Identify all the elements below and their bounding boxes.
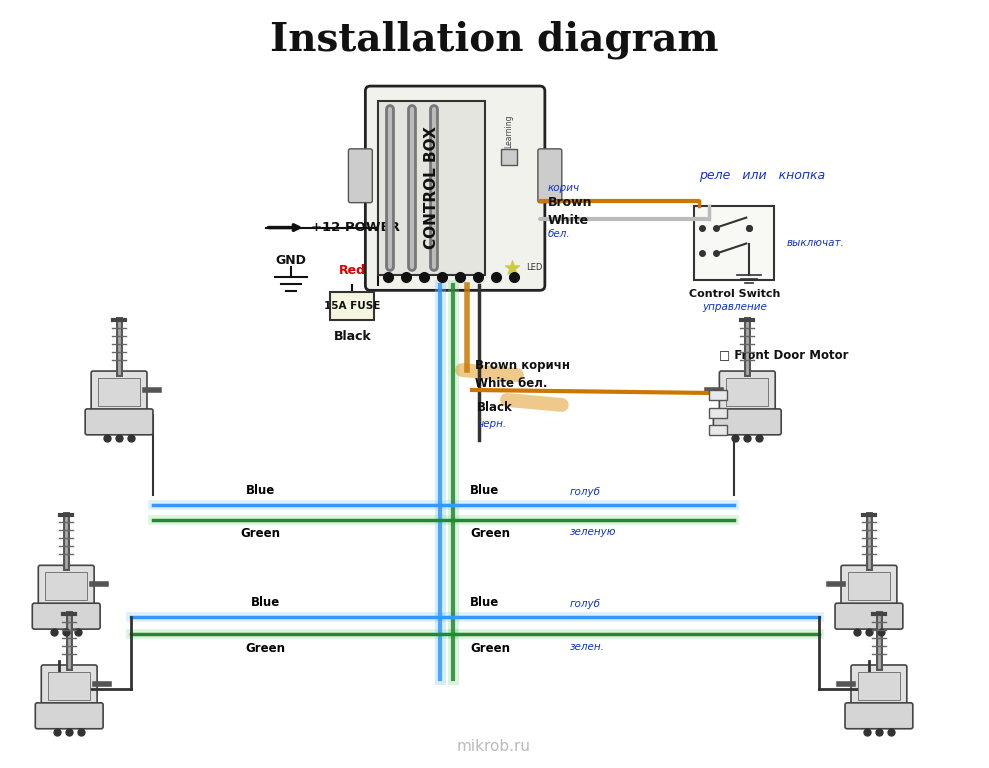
FancyBboxPatch shape [538,149,562,203]
FancyBboxPatch shape [48,672,90,700]
FancyBboxPatch shape [851,665,907,707]
FancyBboxPatch shape [33,603,100,629]
Text: Brown коричн: Brown коричн [475,359,570,372]
Text: корич: корич [548,183,580,193]
FancyBboxPatch shape [365,86,545,290]
FancyBboxPatch shape [713,409,781,435]
Text: Green: Green [470,642,510,655]
Text: LED: LED [526,263,542,272]
Text: зеленую: зеленую [570,528,616,538]
Text: Blue: Blue [470,484,499,497]
Text: черн.: черн. [477,419,506,429]
Text: White бел.: White бел. [475,376,548,389]
Text: Green: Green [470,528,510,541]
FancyBboxPatch shape [45,572,87,601]
Text: GND: GND [275,254,306,267]
Text: голуб: голуб [570,599,600,609]
Text: Black: Black [333,330,371,343]
Text: голуб: голуб [570,487,600,497]
Text: управление: управление [702,303,766,313]
Text: бел.: бел. [548,229,571,239]
FancyBboxPatch shape [841,565,897,607]
FancyBboxPatch shape [36,703,103,729]
FancyBboxPatch shape [98,378,140,406]
Bar [330,293,375,320]
FancyBboxPatch shape [835,603,903,629]
FancyBboxPatch shape [726,378,768,406]
Text: Brown: Brown [548,196,592,209]
Bar [501,149,517,165]
Text: White: White [548,214,589,227]
Text: +12 POWER: +12 POWER [311,221,400,234]
Text: Green: Green [240,528,281,541]
Text: реле   или   кнопка: реле или кнопка [699,169,826,182]
FancyBboxPatch shape [91,371,147,413]
FancyBboxPatch shape [719,371,775,413]
Text: Blue: Blue [470,596,499,609]
Text: Blue: Blue [246,484,275,497]
Bar [709,408,727,418]
Text: выключат.: выключат. [786,237,844,247]
Text: Installation diagram: Installation diagram [270,20,718,58]
FancyBboxPatch shape [845,703,913,729]
Text: Red: Red [339,264,366,277]
Text: 15A FUSE: 15A FUSE [324,301,381,311]
Bar [694,206,774,280]
Text: Blue: Blue [251,596,280,609]
FancyBboxPatch shape [85,409,153,435]
Bar [709,425,727,435]
Bar [379,101,485,276]
FancyBboxPatch shape [848,572,890,601]
FancyBboxPatch shape [858,672,900,700]
Text: □ Front Door Motor: □ Front Door Motor [719,349,849,362]
FancyBboxPatch shape [42,665,97,707]
Text: mikrob.ru: mikrob.ru [457,739,531,754]
FancyBboxPatch shape [348,149,372,203]
Text: Learning: Learning [504,114,513,147]
Text: Green: Green [245,642,286,655]
Text: зелен.: зелен. [570,642,604,652]
Text: CONTROL BOX: CONTROL BOX [423,126,439,249]
Text: Black: Black [477,402,513,415]
Bar [709,390,727,400]
Text: Control Switch: Control Switch [688,290,780,300]
FancyBboxPatch shape [39,565,94,607]
